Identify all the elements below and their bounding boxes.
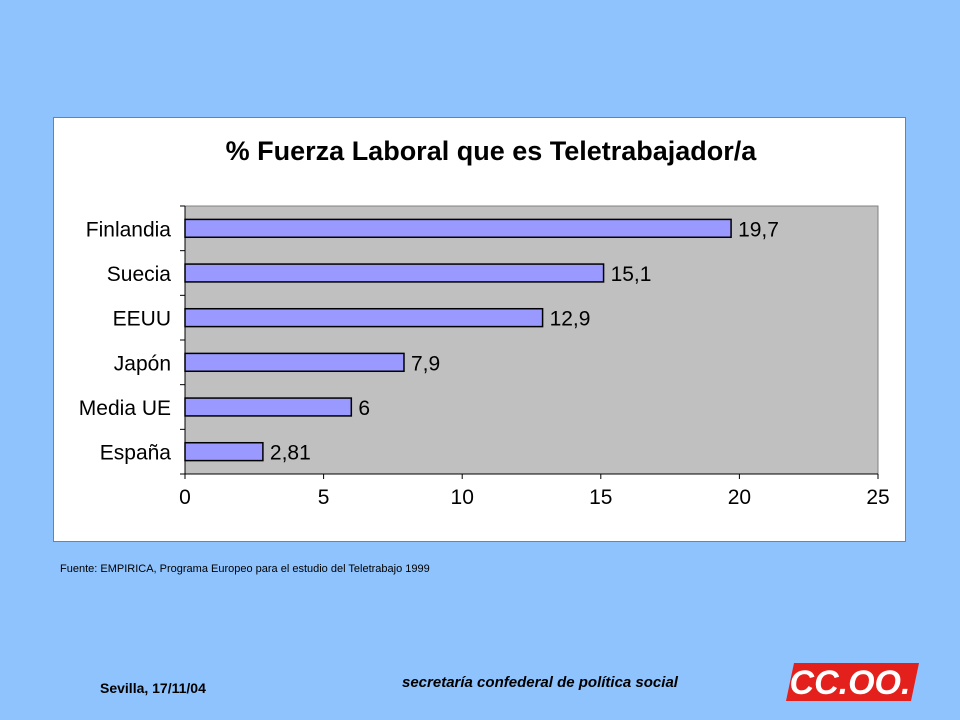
category-label: Japón bbox=[114, 352, 171, 375]
bar-finlandia bbox=[184, 218, 732, 239]
bar-eeuu bbox=[184, 307, 544, 328]
source-note: Fuente: EMPIRICA, Programa Europeo para … bbox=[60, 563, 430, 575]
plot-area bbox=[184, 205, 879, 475]
chart-title: % Fuerza Laboral que es Teletrabajador/a bbox=[226, 136, 758, 166]
data-label: 12,9 bbox=[550, 308, 591, 331]
category-label: EEUU bbox=[113, 308, 171, 331]
footer-organization: secretaría confederal de política social bbox=[402, 674, 678, 691]
data-label: 6 bbox=[358, 397, 370, 420]
category-label: Finlandia bbox=[86, 218, 172, 241]
chart-container: % Fuerza Laboral que es Teletrabajador/a… bbox=[53, 117, 906, 542]
data-label: 2,81 bbox=[270, 442, 311, 465]
bar-chart: % Fuerza Laboral que es Teletrabajador/a… bbox=[79, 136, 890, 509]
data-label: 7,9 bbox=[411, 352, 440, 375]
footer-date: Sevilla, 17/11/04 bbox=[100, 680, 206, 696]
data-label: 15,1 bbox=[611, 263, 652, 286]
x-tick-label: 5 bbox=[318, 486, 330, 509]
x-tick-label: 0 bbox=[179, 486, 191, 509]
data-label: 19,7 bbox=[738, 218, 779, 241]
x-tick-label: 20 bbox=[728, 486, 751, 509]
category-label: España bbox=[100, 442, 172, 465]
category-label: Suecia bbox=[107, 263, 172, 286]
x-tick-label: 25 bbox=[866, 486, 889, 509]
x-tick-label: 15 bbox=[589, 486, 612, 509]
bar-jap-n bbox=[184, 352, 405, 373]
logo-background bbox=[786, 663, 919, 701]
category-label: Media UE bbox=[79, 397, 171, 420]
x-tick-label: 10 bbox=[451, 486, 474, 509]
logo-text: CC.OO. bbox=[790, 664, 911, 701]
bar-espa-a bbox=[184, 441, 264, 462]
ccoo-logo: CC.OO. bbox=[786, 663, 919, 701]
bar-suecia bbox=[184, 263, 605, 283]
bar-media-ue bbox=[184, 397, 353, 417]
